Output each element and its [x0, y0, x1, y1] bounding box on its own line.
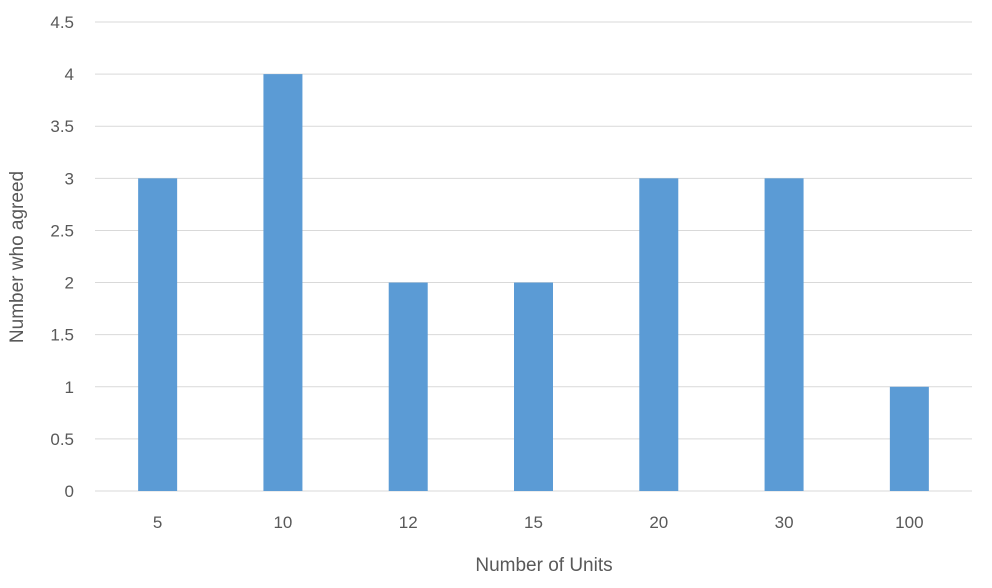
y-axis-title: Number who agreed — [7, 171, 28, 343]
bar-100 — [889, 386, 929, 491]
bar-5 — [138, 178, 178, 492]
x-tick-label: 30 — [775, 513, 794, 532]
x-tick-label: 12 — [399, 513, 418, 532]
x-tick-label: 100 — [895, 513, 923, 532]
bars — [138, 74, 929, 492]
bar-15 — [514, 282, 553, 491]
y-axis-ticks: 0 0.5 1 1.5 2 2.5 3 3.5 4 4.5 — [50, 13, 74, 501]
y-tick-label: 1 — [65, 378, 74, 397]
x-axis-ticks: 5 10 12 15 20 30 100 — [153, 513, 924, 532]
bar-10 — [263, 74, 303, 491]
x-tick-label: 15 — [524, 513, 543, 532]
y-tick-label: 4 — [65, 65, 74, 84]
y-tick-label: 2 — [65, 274, 74, 293]
bar-30 — [764, 178, 804, 492]
y-tick-label: 2.5 — [50, 221, 74, 240]
y-tick-label: 4.5 — [50, 13, 74, 32]
bar-20 — [639, 178, 679, 492]
x-tick-label: 5 — [153, 513, 162, 532]
y-tick-label: 3.5 — [50, 117, 74, 136]
y-tick-label: 3 — [65, 169, 74, 188]
x-tick-label: 10 — [273, 513, 292, 532]
x-axis-title: Number of Units — [475, 555, 612, 576]
y-tick-label: 0.5 — [50, 430, 74, 449]
bar-12 — [388, 282, 428, 491]
x-tick-label: 20 — [649, 513, 668, 532]
y-tick-label: 0 — [65, 482, 74, 501]
y-tick-label: 1.5 — [50, 326, 74, 345]
